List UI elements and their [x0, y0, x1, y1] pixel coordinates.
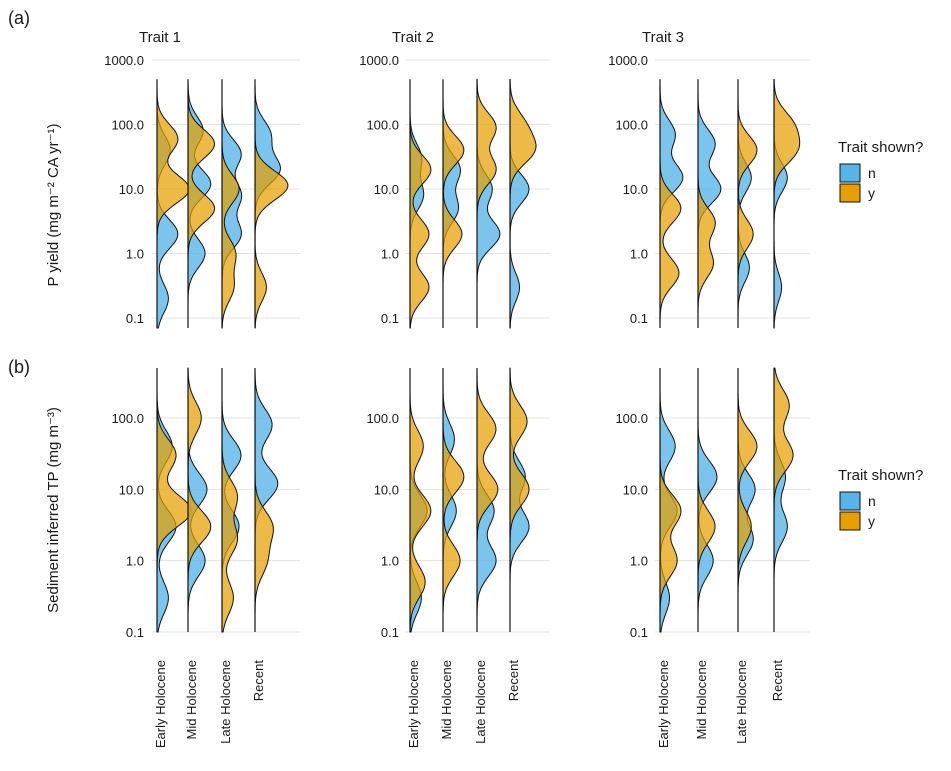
x-tick-label: Late Holocene: [734, 660, 749, 744]
ridge-mid-holocene: Mid Holocene: [439, 368, 465, 740]
y-tick-label: 1000.0: [359, 53, 399, 68]
x-tick-label: Late Holocene: [473, 660, 488, 744]
y-axis-title: P yield (mg m⁻² CA yr⁻¹): [45, 123, 62, 286]
ridge-recent: [509, 78, 537, 329]
y-tick-label: 10.0: [623, 482, 648, 497]
ridge-mid-holocene: [697, 79, 722, 328]
ridge-late-holocene: Late Holocene: [734, 368, 758, 744]
y-tick-label: 100.0: [111, 411, 144, 426]
ridge-early-holocene: [659, 79, 684, 328]
y-tick-label: 0.1: [126, 311, 144, 326]
legend-label-y: y: [868, 185, 875, 201]
ridge-late-holocene: [476, 78, 501, 328]
x-tick-label: Recent: [251, 660, 266, 702]
density-y: [221, 368, 239, 633]
density-y: [187, 79, 216, 328]
y-tick-label: 100.0: [615, 411, 648, 426]
ridge-early-holocene: [156, 79, 190, 329]
y-tick-label: 1.0: [381, 554, 399, 569]
y-tick-label: 1000.0: [104, 53, 144, 68]
x-tick-label: Mid Holocene: [439, 660, 454, 740]
facet-2: Trait 2 0.1 1.0 10.0 100.0 1000.0: [359, 29, 550, 329]
legend-label-y: y: [868, 513, 875, 529]
facet-1: 0.1 1.0 10.0 100.0 Early Holocene Mid Holocen…: [111, 367, 300, 748]
y-tick-label: 100.0: [111, 118, 144, 133]
density-y: [409, 368, 432, 633]
y-tick-label: 10.0: [374, 482, 399, 497]
legend-label-n: n: [868, 165, 876, 181]
facet-title: Trait 1: [139, 29, 181, 46]
ridge-late-holocene: [221, 79, 243, 329]
x-tick-label: Early Holocene: [406, 660, 421, 748]
ridge-early-holocene: Early Holocene: [406, 368, 432, 748]
y-tick-label: 1.0: [126, 247, 144, 262]
legend-title: Trait shown?: [838, 467, 923, 484]
legend-title: Trait shown?: [838, 139, 923, 156]
facet-3: Trait 3 0.1 1.0 10.0 100.0 1000.0: [608, 29, 810, 329]
y-tick-label: 100.0: [615, 118, 648, 133]
ridge-recent: Recent: [251, 368, 279, 702]
y-tick-label: 0.1: [630, 311, 648, 326]
legend-swatch-n: [839, 491, 861, 511]
ridge-mid-holocene: Mid Holocene: [184, 367, 212, 740]
y-tick-label: 1.0: [381, 247, 399, 262]
panel-label: (b): [8, 357, 30, 377]
y-axis-title: Sediment inferred TP (mg m⁻³): [45, 407, 62, 613]
y-tick-label: 0.1: [630, 625, 648, 640]
ridge-late-holocene: Late Holocene: [473, 368, 499, 744]
ridge-mid-holocene: [442, 79, 465, 328]
y-tick-label: 0.1: [381, 311, 399, 326]
ridge-late-holocene: [737, 79, 758, 328]
y-tick-label: 0.1: [126, 625, 144, 640]
ridge-recent: [254, 79, 289, 329]
y-tick-label: 1.0: [126, 554, 144, 569]
ridge-early-holocene: Early Holocene: [153, 368, 192, 748]
legend: Trait shown? ny: [838, 467, 923, 531]
facet-2: 0.1 1.0 10.0 100.0 Early Holocene Mid Holocen…: [366, 367, 550, 748]
ridge-recent: [773, 78, 801, 329]
density-n: [442, 79, 462, 328]
ridge-mid-holocene: [187, 79, 216, 328]
panel-a: (a) P yield (mg m⁻² CA yr⁻¹) Trait 1 0.1 1.0…: [8, 8, 923, 329]
y-tick-label: 1.0: [630, 554, 648, 569]
legend-swatch-y: [839, 183, 861, 203]
y-tick-label: 10.0: [374, 182, 399, 197]
ridge-recent: Recent: [770, 367, 794, 702]
y-tick-label: 0.1: [381, 625, 399, 640]
y-tick-label: 1.0: [630, 247, 648, 262]
ridge-mid-holocene: Mid Holocene: [694, 368, 718, 740]
density-y: [697, 368, 716, 632]
x-tick-label: Mid Holocene: [184, 660, 199, 740]
facet-1: Trait 1 0.1 1.0 10.0 100.0 1000.0: [104, 29, 300, 329]
x-tick-label: Late Holocene: [218, 660, 233, 744]
facet-title: Trait 2: [392, 29, 434, 46]
facet-title: Trait 3: [642, 29, 684, 46]
x-tick-label: Mid Holocene: [694, 660, 709, 740]
ridge-early-holocene: Early Holocene: [656, 368, 682, 748]
y-tick-label: 100.0: [366, 411, 399, 426]
density-y: [509, 367, 530, 632]
panel-b: (b) Sediment inferred TP (mg m⁻³) 0.1 1.0 10…: [8, 357, 923, 748]
x-tick-label: Early Holocene: [656, 660, 671, 748]
x-tick-label: Early Holocene: [153, 660, 168, 748]
x-tick-label: Recent: [770, 660, 785, 702]
y-tick-label: 10.0: [623, 182, 648, 197]
ridge-early-holocene: [409, 79, 432, 329]
panel-label: (a): [8, 8, 30, 28]
ridge-late-holocene: Late Holocene: [218, 368, 242, 744]
legend: Trait shown? ny: [838, 139, 923, 203]
legend-label-n: n: [868, 493, 876, 509]
y-tick-label: 1000.0: [608, 53, 648, 68]
y-tick-label: 10.0: [119, 182, 144, 197]
facet-3: 0.1 1.0 10.0 100.0 Early Holocene Mid Holocen…: [615, 367, 810, 748]
x-tick-label: Recent: [506, 660, 521, 702]
density-y: [476, 368, 499, 632]
legend-swatch-y: [839, 511, 861, 531]
legend-swatch-n: [839, 163, 861, 183]
ridge-recent: Recent: [506, 367, 530, 702]
y-tick-label: 10.0: [119, 482, 144, 497]
y-tick-label: 100.0: [366, 118, 399, 133]
